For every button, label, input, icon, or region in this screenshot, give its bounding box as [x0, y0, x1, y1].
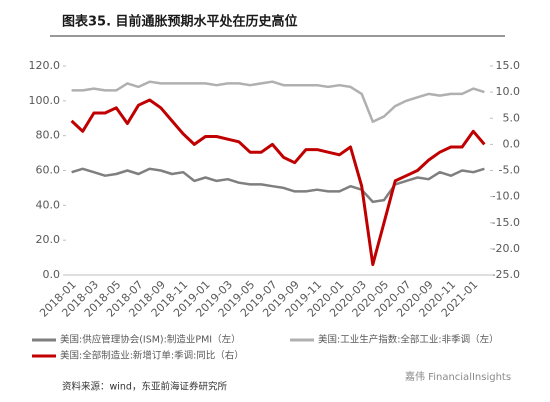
watermark: 嘉伟 FinancialInsights: [405, 370, 511, 383]
legend-label: 美国:工业生产指数:全部工业:非季调（左）: [318, 334, 499, 346]
y2-tick-label: -25.0: [492, 268, 520, 281]
y-tick-label: 80.0: [36, 129, 61, 142]
y-tick-label: 100.0: [29, 94, 61, 107]
y2-tick-label: 5.0: [503, 111, 521, 124]
legend-label: 美国:供应管理协会(ISM):制造业PMI（左）: [60, 334, 241, 346]
y2-tick-label: -15.0: [492, 216, 520, 229]
y2-tick-label: 10.0: [496, 85, 521, 98]
y-tick-label: 0.0: [43, 268, 61, 281]
legend-label: 美国:全部制造业:新增订单:季调:同比（右）: [60, 350, 244, 362]
y2-tick-label: 15.0: [496, 59, 521, 72]
y-tick-label: 20.0: [36, 233, 61, 246]
source: 资料来源：wind，东亚前海证券研究所: [62, 381, 227, 393]
y2-tick-label: -10.0: [492, 190, 520, 203]
y2-tick-label: -5.0: [499, 164, 520, 177]
y-tick-label: 120.0: [29, 59, 61, 72]
chart-title: 图表35. 目前通胀预期水平处在历史高位: [62, 14, 298, 30]
series-line: [70, 98, 486, 267]
y2-tick-label: 0.0: [503, 137, 521, 150]
series-line: [71, 167, 485, 204]
y-tick-label: 40.0: [36, 198, 61, 211]
series-line: [71, 80, 485, 123]
y2-tick-label: -20.0: [492, 242, 520, 255]
y-tick-label: 60.0: [36, 164, 61, 177]
